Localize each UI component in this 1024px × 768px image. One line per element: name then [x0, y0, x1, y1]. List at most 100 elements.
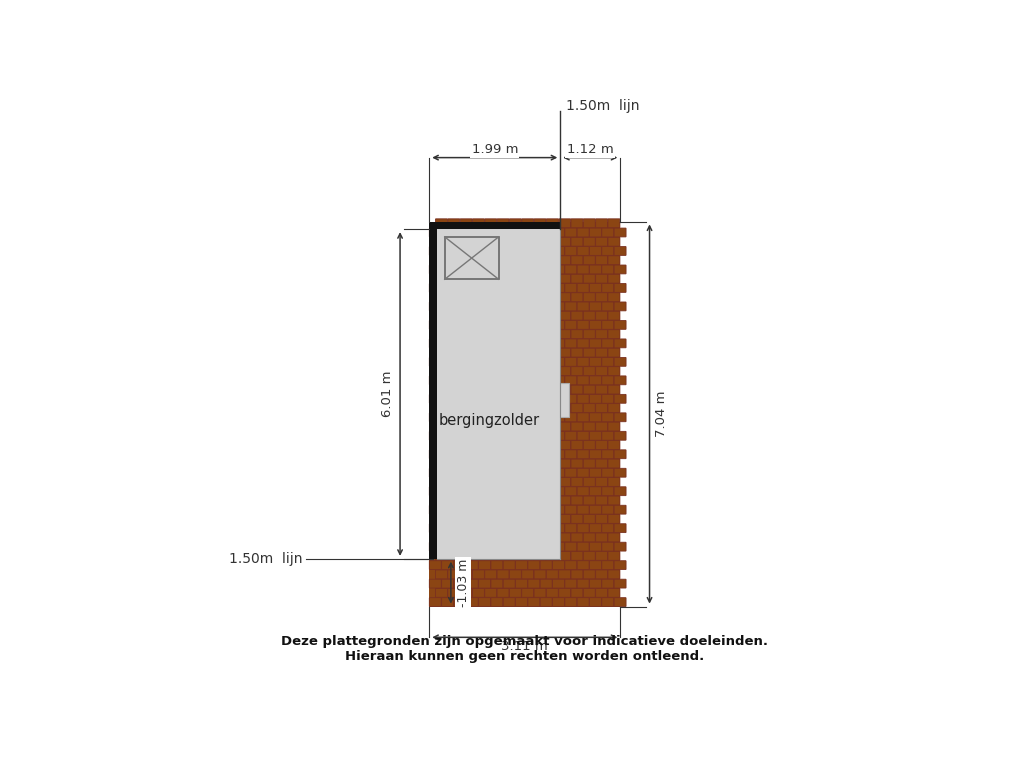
- FancyBboxPatch shape: [429, 579, 441, 588]
- FancyBboxPatch shape: [590, 265, 601, 274]
- FancyBboxPatch shape: [466, 302, 478, 311]
- FancyBboxPatch shape: [541, 413, 552, 422]
- FancyBboxPatch shape: [547, 329, 558, 339]
- FancyBboxPatch shape: [614, 228, 626, 237]
- FancyBboxPatch shape: [590, 376, 601, 385]
- FancyBboxPatch shape: [590, 283, 601, 293]
- FancyBboxPatch shape: [490, 487, 503, 495]
- FancyBboxPatch shape: [541, 228, 552, 237]
- FancyBboxPatch shape: [596, 274, 607, 283]
- FancyBboxPatch shape: [608, 441, 620, 449]
- FancyBboxPatch shape: [503, 395, 515, 403]
- FancyBboxPatch shape: [559, 237, 570, 247]
- FancyBboxPatch shape: [484, 256, 497, 265]
- FancyBboxPatch shape: [472, 366, 484, 376]
- FancyBboxPatch shape: [435, 366, 447, 376]
- FancyBboxPatch shape: [602, 339, 613, 348]
- FancyBboxPatch shape: [541, 320, 552, 329]
- FancyBboxPatch shape: [571, 588, 583, 598]
- FancyBboxPatch shape: [484, 570, 497, 579]
- FancyBboxPatch shape: [429, 283, 441, 293]
- FancyBboxPatch shape: [578, 413, 589, 422]
- FancyBboxPatch shape: [547, 404, 558, 412]
- FancyBboxPatch shape: [484, 588, 497, 598]
- FancyBboxPatch shape: [472, 478, 484, 486]
- FancyBboxPatch shape: [484, 515, 497, 523]
- FancyBboxPatch shape: [429, 598, 441, 607]
- FancyBboxPatch shape: [596, 533, 607, 542]
- FancyBboxPatch shape: [472, 515, 484, 523]
- FancyBboxPatch shape: [466, 283, 478, 293]
- FancyBboxPatch shape: [497, 478, 509, 486]
- Text: 1.50m  lijn: 1.50m lijn: [566, 99, 640, 113]
- FancyBboxPatch shape: [528, 413, 540, 422]
- FancyBboxPatch shape: [584, 478, 595, 486]
- FancyBboxPatch shape: [484, 478, 497, 486]
- FancyBboxPatch shape: [590, 450, 601, 458]
- FancyBboxPatch shape: [515, 302, 527, 311]
- FancyBboxPatch shape: [547, 366, 558, 376]
- FancyBboxPatch shape: [503, 487, 515, 495]
- FancyBboxPatch shape: [596, 515, 607, 523]
- Bar: [560, 383, 569, 417]
- FancyBboxPatch shape: [472, 311, 484, 320]
- FancyBboxPatch shape: [553, 228, 564, 237]
- FancyBboxPatch shape: [559, 533, 570, 542]
- FancyBboxPatch shape: [553, 283, 564, 293]
- FancyBboxPatch shape: [503, 524, 515, 532]
- FancyBboxPatch shape: [503, 450, 515, 458]
- FancyBboxPatch shape: [435, 293, 447, 302]
- FancyBboxPatch shape: [547, 459, 558, 468]
- FancyBboxPatch shape: [435, 404, 447, 412]
- FancyBboxPatch shape: [435, 551, 447, 561]
- FancyBboxPatch shape: [460, 459, 472, 468]
- FancyBboxPatch shape: [602, 524, 613, 532]
- FancyBboxPatch shape: [584, 329, 595, 339]
- FancyBboxPatch shape: [429, 395, 441, 403]
- FancyBboxPatch shape: [466, 357, 478, 366]
- FancyBboxPatch shape: [466, 228, 478, 237]
- FancyBboxPatch shape: [484, 496, 497, 505]
- FancyBboxPatch shape: [608, 496, 620, 505]
- FancyBboxPatch shape: [541, 524, 552, 532]
- FancyBboxPatch shape: [497, 219, 509, 227]
- FancyBboxPatch shape: [478, 542, 490, 551]
- FancyBboxPatch shape: [602, 265, 613, 274]
- FancyBboxPatch shape: [602, 450, 613, 458]
- FancyBboxPatch shape: [497, 366, 509, 376]
- FancyBboxPatch shape: [614, 339, 626, 348]
- Bar: [429, 221, 437, 559]
- FancyBboxPatch shape: [565, 339, 577, 348]
- FancyBboxPatch shape: [596, 237, 607, 247]
- FancyBboxPatch shape: [521, 533, 534, 542]
- FancyBboxPatch shape: [590, 468, 601, 477]
- FancyBboxPatch shape: [484, 385, 497, 394]
- FancyBboxPatch shape: [578, 450, 589, 458]
- FancyBboxPatch shape: [515, 432, 527, 440]
- FancyBboxPatch shape: [547, 311, 558, 320]
- FancyBboxPatch shape: [565, 302, 577, 311]
- FancyBboxPatch shape: [608, 274, 620, 283]
- FancyBboxPatch shape: [435, 422, 447, 431]
- FancyBboxPatch shape: [584, 219, 595, 227]
- FancyBboxPatch shape: [541, 339, 552, 348]
- FancyBboxPatch shape: [578, 505, 589, 514]
- FancyBboxPatch shape: [435, 588, 447, 598]
- FancyBboxPatch shape: [460, 404, 472, 412]
- FancyBboxPatch shape: [503, 432, 515, 440]
- FancyBboxPatch shape: [559, 293, 570, 302]
- FancyBboxPatch shape: [565, 450, 577, 458]
- FancyBboxPatch shape: [578, 395, 589, 403]
- FancyBboxPatch shape: [528, 302, 540, 311]
- FancyBboxPatch shape: [535, 515, 546, 523]
- FancyBboxPatch shape: [535, 385, 546, 394]
- FancyBboxPatch shape: [547, 237, 558, 247]
- FancyBboxPatch shape: [509, 237, 521, 247]
- FancyBboxPatch shape: [460, 366, 472, 376]
- FancyBboxPatch shape: [590, 561, 601, 570]
- FancyBboxPatch shape: [429, 247, 441, 256]
- FancyBboxPatch shape: [460, 570, 472, 579]
- FancyBboxPatch shape: [466, 487, 478, 495]
- FancyBboxPatch shape: [565, 468, 577, 477]
- FancyBboxPatch shape: [565, 432, 577, 440]
